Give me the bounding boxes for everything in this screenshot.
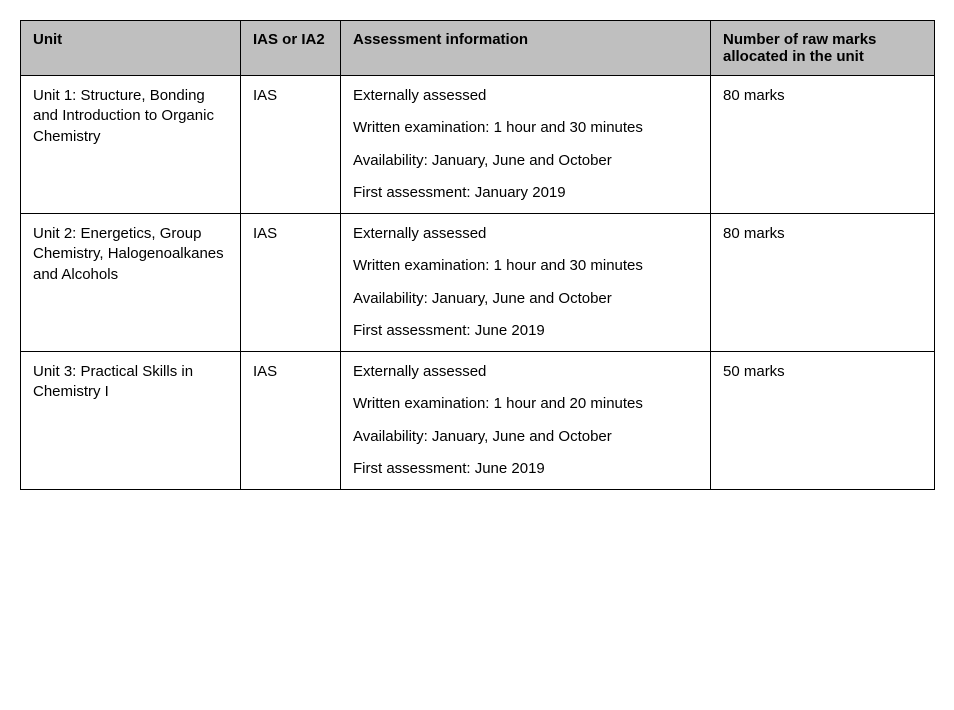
assessment-line: Externally assessed: [353, 86, 698, 106]
col-header-level: IAS or IA2: [241, 21, 341, 76]
cell-unit: Unit 3: Practical Skills in Chemistry I: [21, 352, 241, 490]
cell-level: IAS: [241, 214, 341, 352]
col-header-unit: Unit: [21, 21, 241, 76]
level-value: IAS: [253, 224, 328, 244]
col-header-assessment: Assessment information: [341, 21, 711, 76]
cell-level: IAS: [241, 76, 341, 214]
cell-marks: 80 marks: [711, 76, 935, 214]
level-value: IAS: [253, 86, 328, 106]
assessment-line: First assessment: June 2019: [353, 321, 698, 341]
cell-marks: 80 marks: [711, 214, 935, 352]
table-header: Unit IAS or IA2 Assessment information N…: [21, 21, 935, 76]
marks-value: 80 marks: [723, 86, 922, 106]
assessment-line: Written examination: 1 hour and 20 minut…: [353, 394, 698, 414]
assessment-line: First assessment: January 2019: [353, 183, 698, 203]
assessment-line: Externally assessed: [353, 362, 698, 382]
table-body: Unit 1: Structure, Bonding and Introduct…: [21, 76, 935, 490]
cell-assessment: Externally assessed Written examination: …: [341, 214, 711, 352]
table-row: Unit 1: Structure, Bonding and Introduct…: [21, 76, 935, 214]
unit-title: Unit 2: Energetics, Group Chemistry, Hal…: [33, 224, 228, 285]
assessment-line: Written examination: 1 hour and 30 minut…: [353, 118, 698, 138]
cell-level: IAS: [241, 352, 341, 490]
marks-value: 80 marks: [723, 224, 922, 244]
assessment-line: Externally assessed: [353, 224, 698, 244]
table-row: Unit 3: Practical Skills in Chemistry I I…: [21, 352, 935, 490]
cell-assessment: Externally assessed Written examination: …: [341, 76, 711, 214]
cell-unit: Unit 2: Energetics, Group Chemistry, Hal…: [21, 214, 241, 352]
table-row: Unit 2: Energetics, Group Chemistry, Hal…: [21, 214, 935, 352]
col-header-marks: Number of raw marks allocated in the uni…: [711, 21, 935, 76]
assessment-line: Availability: January, June and October: [353, 427, 698, 447]
unit-title: Unit 1: Structure, Bonding and Introduct…: [33, 86, 228, 147]
marks-value: 50 marks: [723, 362, 922, 382]
assessment-line: Written examination: 1 hour and 30 minut…: [353, 256, 698, 276]
assessment-line: Availability: January, June and October: [353, 151, 698, 171]
cell-assessment: Externally assessed Written examination: …: [341, 352, 711, 490]
cell-unit: Unit 1: Structure, Bonding and Introduct…: [21, 76, 241, 214]
unit-title: Unit 3: Practical Skills in Chemistry I: [33, 362, 228, 403]
assessment-line: Availability: January, June and October: [353, 289, 698, 309]
assessment-line: First assessment: June 2019: [353, 459, 698, 479]
level-value: IAS: [253, 362, 328, 382]
cell-marks: 50 marks: [711, 352, 935, 490]
assessment-table: Unit IAS or IA2 Assessment information N…: [20, 20, 935, 490]
